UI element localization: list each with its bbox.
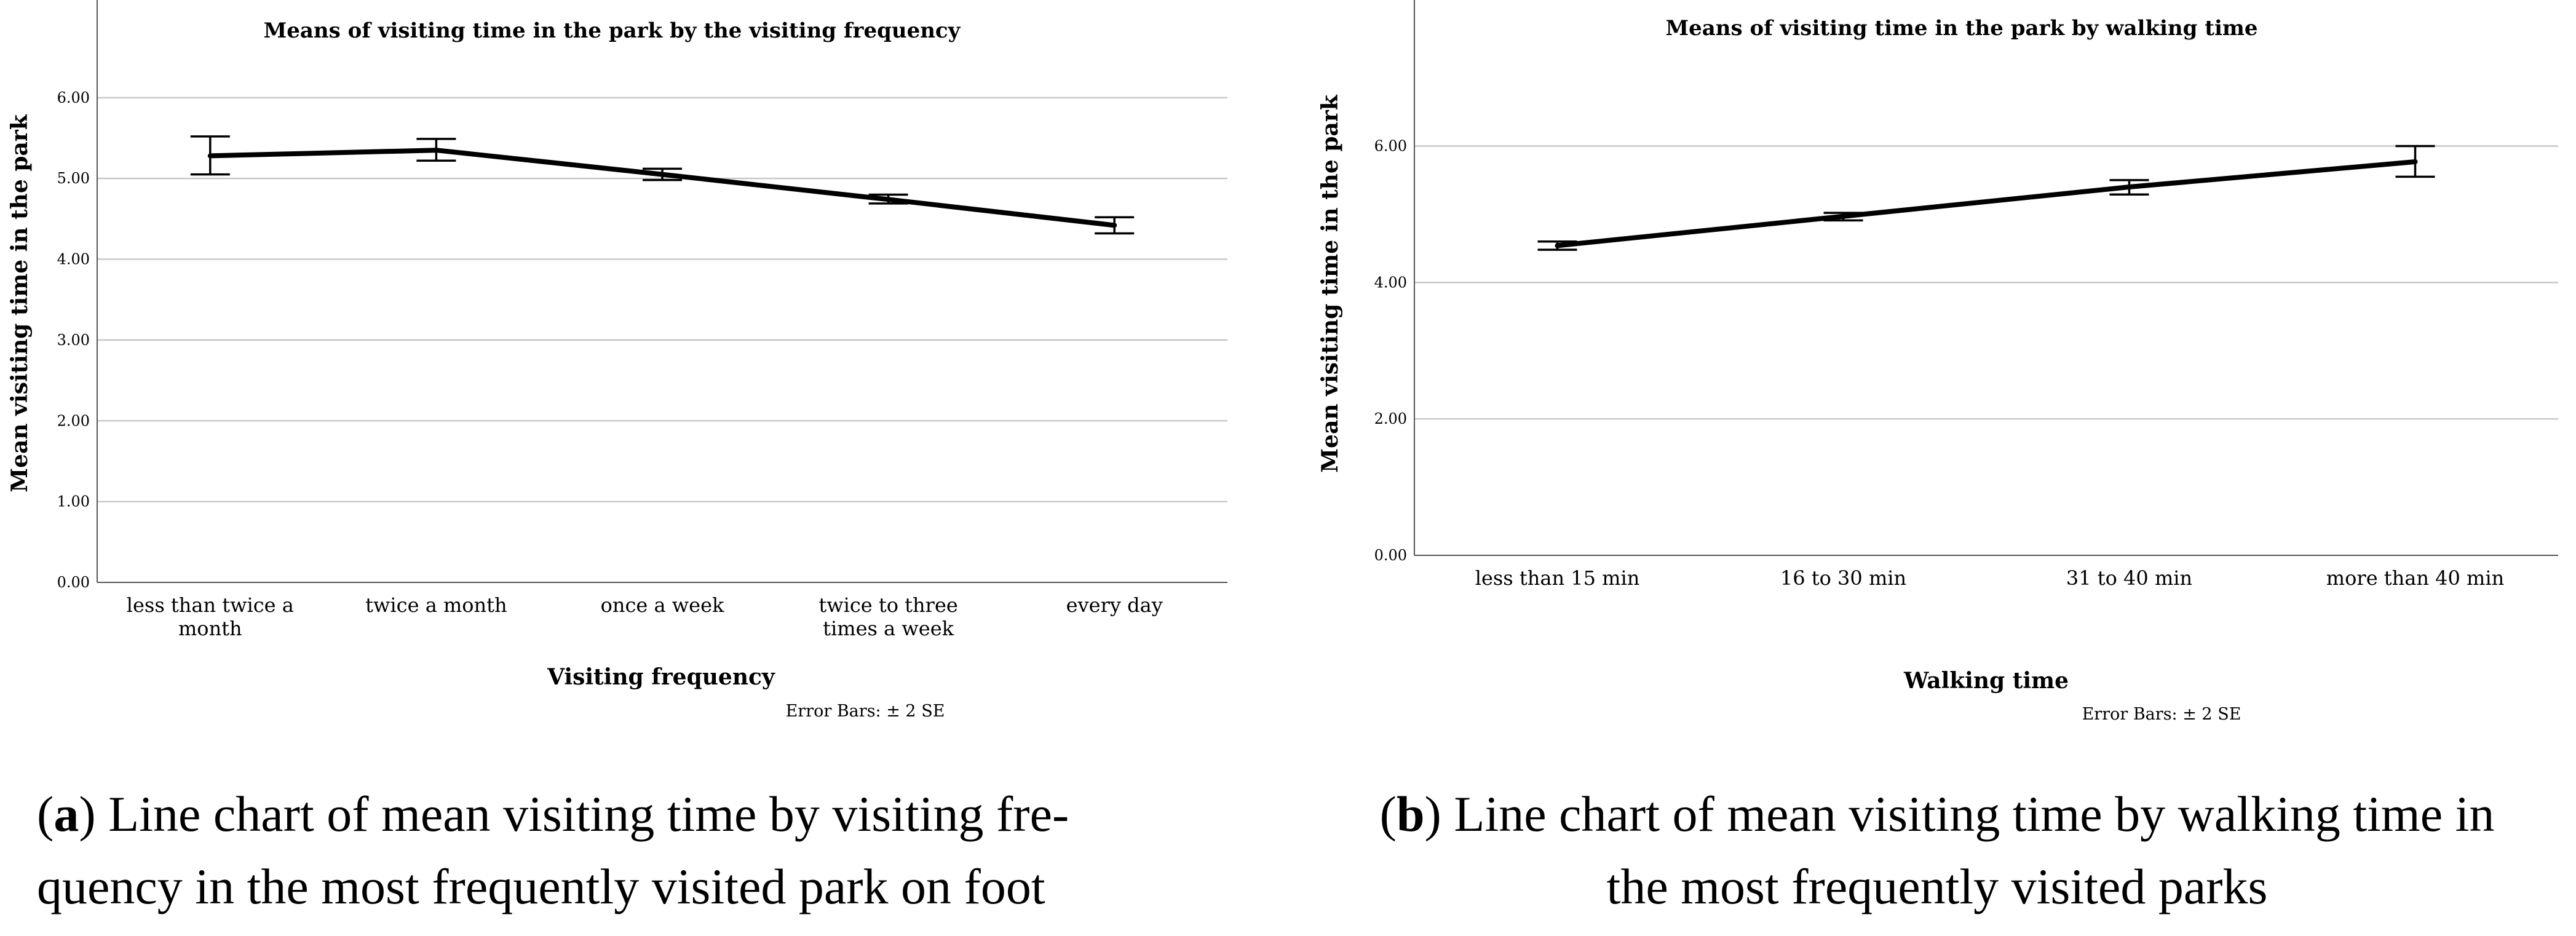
x-axis-label: Visiting frequency [547, 664, 775, 690]
y-tick-label: 2.00 [1374, 410, 1407, 427]
y-tick-label: 0.00 [1374, 547, 1407, 564]
caption-b: (b) Line chart of mean visiting time by … [1304, 778, 2570, 923]
y-tick-label: 2.00 [57, 412, 90, 429]
series-line [210, 148, 1115, 228]
x-tick-label: times a week [823, 617, 954, 640]
x-tick-label: twice a month [365, 593, 507, 617]
x-tick-label: more than 40 min [2326, 566, 2504, 590]
caption-b-text-1: Line chart of mean visiting time by walk… [1454, 786, 2495, 842]
y-tick-label: 1.00 [57, 493, 90, 510]
error-bar-note: Error Bars: ± 2 SE [786, 702, 945, 721]
x-tick-label: every day [1066, 593, 1163, 617]
data-point [434, 148, 439, 153]
chart-panel-a: Means of visiting time in the park by th… [0, 0, 1279, 936]
data-point [886, 197, 891, 202]
series-line [1557, 159, 2415, 248]
y-tick-label: 4.00 [57, 251, 90, 268]
x-tick-label: month [178, 617, 242, 640]
caption-a-text-1: Line chart of mean visiting time by visi… [108, 786, 1069, 842]
caption-a: (a) Line chart of mean visiting time by … [37, 778, 1242, 923]
y-tick-label: 4.00 [1374, 274, 1407, 291]
y-tick-label: 3.00 [57, 331, 90, 349]
chart-title: Means of visiting time in the park by wa… [1666, 16, 2258, 41]
chart-a: Means of visiting time in the park by th… [7, 0, 1227, 721]
caption-b-text-2: the most frequently visited parks [1606, 859, 2268, 914]
data-point [207, 153, 213, 159]
data-point [2126, 184, 2132, 190]
caption-a-text-2: quency in the most frequently visited pa… [37, 859, 1045, 914]
x-tick-label: 31 to 40 min [2066, 566, 2192, 590]
caption-b-line-1: (b) Line chart of mean visiting time by … [1379, 786, 2495, 842]
y-axis-label: Mean visiting time in the park [7, 114, 33, 492]
chart-panel-b: Means of visiting time in the park by wa… [1285, 0, 2576, 936]
x-tick-label: twice to three [818, 593, 957, 617]
x-tick-label: less than 15 min [1475, 566, 1640, 590]
y-axis-label: Mean visiting time in the park [1317, 94, 1343, 472]
data-point [1841, 213, 1846, 219]
caption-a-line-1: (a) Line chart of mean visiting time by … [37, 786, 1069, 842]
y-tick-label: 5.00 [57, 170, 90, 187]
chart-b: Means of visiting time in the park by wa… [1317, 0, 2558, 724]
x-tick-label: less than twice a [127, 593, 294, 617]
data-point [2412, 159, 2418, 164]
y-tick-label: 6.00 [57, 89, 90, 106]
data-point [1555, 243, 1560, 248]
x-tick-label: once a week [601, 593, 724, 617]
caption-b-label: b [1396, 786, 1425, 842]
data-point [1112, 223, 1117, 228]
chart-title: Means of visiting time in the park by th… [264, 18, 961, 43]
x-tick-label: 16 to 30 min [1780, 566, 1906, 590]
y-tick-label: 6.00 [1374, 137, 1407, 154]
y-tick-label: 0.00 [57, 574, 90, 591]
x-axis-label: Walking time [1903, 668, 2069, 694]
caption-a-label: a [54, 786, 79, 842]
error-bar-note: Error Bars: ± 2 SE [2082, 705, 2241, 724]
data-point [660, 172, 665, 177]
